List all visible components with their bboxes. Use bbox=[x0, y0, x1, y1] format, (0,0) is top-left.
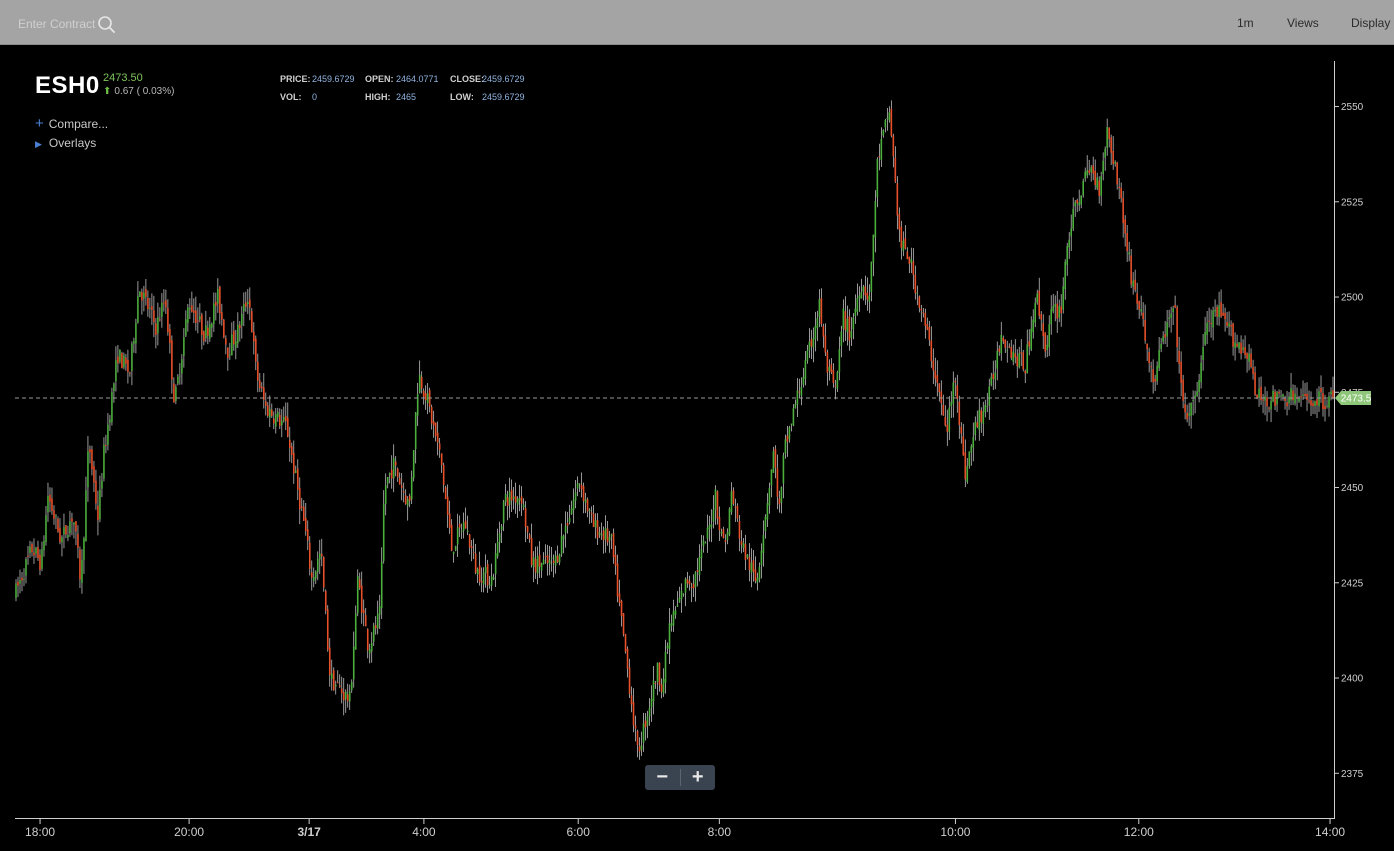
contract-search-input[interactable] bbox=[14, 13, 108, 35]
close-value: 2459.6729 bbox=[482, 74, 525, 84]
x-tick-label: 10:00 bbox=[940, 825, 970, 839]
overlays-label: Overlays bbox=[48, 136, 97, 150]
last-price: 2473.50 bbox=[103, 72, 143, 84]
y-tick-label: 2550 bbox=[1341, 102, 1364, 113]
x-tick-label: 14:00 bbox=[1315, 825, 1345, 839]
x-tick-label: 20:00 bbox=[174, 825, 204, 839]
symbol-name: ESH0 bbox=[35, 72, 100, 99]
x-tick-label: 3/17 bbox=[297, 825, 321, 839]
price-chart[interactable]: 2550252525002475245024252400237518:0020:… bbox=[0, 45, 1394, 846]
current-price-tag bbox=[1335, 390, 1371, 405]
price-value: 2459.6729 bbox=[312, 74, 355, 84]
display-menu[interactable]: Display bbox=[1351, 16, 1391, 30]
plus-icon: + bbox=[691, 766, 704, 788]
vol-label: VOL: bbox=[280, 92, 302, 102]
zoom-control: − + bbox=[645, 765, 715, 790]
x-tick-label: 18:00 bbox=[25, 825, 55, 839]
search-icon[interactable] bbox=[97, 15, 117, 35]
current-price-tag-label: 2473.5 bbox=[1341, 393, 1372, 404]
low-label: LOW: bbox=[450, 92, 474, 102]
low-value: 2459.6729 bbox=[482, 92, 525, 102]
close-label: CLOSE: bbox=[450, 74, 485, 84]
triangle-right-icon: ▶ bbox=[35, 139, 42, 149]
open-value: 2464.0771 bbox=[396, 74, 439, 84]
y-tick-label: 2500 bbox=[1341, 293, 1364, 304]
top-toolbar: 1m Views Display bbox=[0, 0, 1394, 45]
x-tick-label: 4:00 bbox=[412, 825, 436, 839]
price-change: ⬆ 0.67 ( 0.03%) bbox=[103, 86, 174, 97]
y-tick-label: 2450 bbox=[1341, 483, 1364, 494]
x-tick-label: 8:00 bbox=[708, 825, 732, 839]
compare-link[interactable]: + Compare... bbox=[35, 115, 108, 132]
y-tick-label: 2425 bbox=[1341, 578, 1364, 589]
high-value: 2465 bbox=[396, 92, 417, 102]
plus-icon: + bbox=[35, 115, 44, 132]
vol-value: 0 bbox=[312, 92, 318, 102]
y-tick-label: 2400 bbox=[1341, 674, 1364, 685]
x-tick-label: 6:00 bbox=[567, 825, 591, 839]
minus-icon: − bbox=[656, 766, 669, 788]
zoom-out-button[interactable]: − bbox=[645, 765, 680, 790]
zoom-divider bbox=[679, 769, 681, 786]
y-tick-label: 2375 bbox=[1341, 769, 1364, 780]
interval-menu[interactable]: 1m bbox=[1237, 16, 1254, 30]
high-label: HIGH: bbox=[365, 92, 391, 102]
open-label: OPEN: bbox=[365, 74, 394, 84]
up-arrow-icon: ⬆ bbox=[103, 86, 112, 97]
x-tick-label: 12:00 bbox=[1124, 825, 1154, 839]
price-chart-area[interactable]: 2550252525002475245024252400237518:0020:… bbox=[0, 45, 1394, 846]
views-menu[interactable]: Views bbox=[1287, 16, 1319, 30]
overlays-link[interactable]: ▶ Overlays bbox=[35, 136, 96, 150]
price-change-value: 0.67 ( 0.03%) bbox=[114, 86, 175, 97]
zoom-in-button[interactable]: + bbox=[680, 765, 715, 790]
price-label: PRICE: bbox=[280, 74, 311, 84]
y-tick-label: 2525 bbox=[1341, 197, 1364, 208]
compare-label: Compare... bbox=[48, 117, 109, 131]
